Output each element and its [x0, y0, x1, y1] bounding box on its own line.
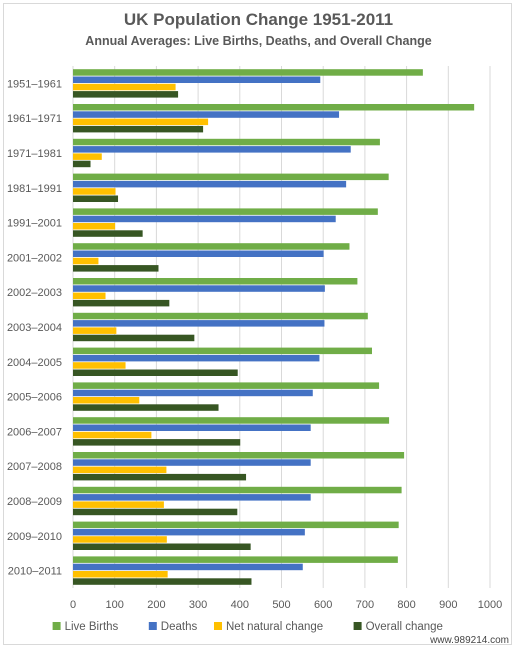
bar: [73, 180, 347, 188]
bar: [73, 250, 324, 257]
x-tick-label: 700: [356, 599, 374, 611]
y-category-label: 2002–2003: [7, 287, 62, 299]
x-tick-label: 1000: [478, 599, 502, 611]
bar: [73, 466, 167, 474]
bar: [73, 223, 116, 230]
bar: [73, 543, 251, 550]
y-category-label: 1951–1961: [7, 78, 62, 90]
bar: [73, 347, 372, 355]
bar: [73, 146, 351, 153]
bar: [73, 320, 325, 327]
y-category-label: 1991–2001: [7, 218, 62, 230]
bar: [73, 508, 238, 516]
bar: [73, 230, 143, 237]
bar: [73, 138, 380, 146]
bar: [73, 160, 91, 168]
bar: [73, 243, 350, 250]
legend-label: Live Births: [65, 621, 119, 633]
y-category-label: 2003–2004: [7, 322, 62, 334]
x-tick-label: 0: [70, 599, 76, 611]
chart-subtitle: Annual Averages: Live Births, Deaths, an…: [85, 34, 432, 48]
bar: [73, 486, 402, 494]
bar: [73, 389, 313, 397]
watermark: www.989214.com: [430, 635, 509, 646]
bar: [73, 536, 167, 543]
x-tick-label: 100: [106, 599, 124, 611]
bar: [73, 265, 159, 272]
bar: [73, 382, 380, 389]
legend-swatch: [148, 622, 157, 630]
x-tick-label: 600: [314, 599, 332, 611]
bar: [73, 153, 102, 160]
legend-label: Net natural change: [226, 621, 323, 633]
legend-label: Deaths: [161, 621, 198, 633]
bar: [73, 292, 106, 300]
bar: [73, 257, 99, 265]
bar: [73, 299, 170, 307]
bar: [73, 397, 140, 404]
chart-title: UK Population Change 1951-2011: [123, 10, 394, 29]
y-category-label: 2006–2007: [7, 426, 62, 438]
legend-swatch: [214, 622, 222, 630]
bar: [73, 501, 164, 508]
bar: [73, 83, 176, 91]
bar: [73, 571, 168, 578]
bar: [73, 118, 209, 126]
bar: [73, 215, 336, 223]
bar: [73, 334, 195, 342]
bar: [73, 424, 311, 431]
legend-swatch: [353, 622, 362, 630]
bar: [73, 578, 252, 585]
bar: [73, 459, 311, 466]
y-category-label: 1981–1991: [7, 183, 62, 195]
bar: [73, 494, 311, 501]
bar: [73, 369, 238, 376]
bar: [73, 125, 204, 133]
x-tick-label: 300: [189, 599, 207, 611]
bar: [73, 521, 399, 529]
y-category-label: 2008–2009: [7, 496, 62, 508]
bar: [73, 91, 179, 98]
y-category-label: 2009–2010: [7, 531, 62, 543]
bar: [73, 111, 340, 118]
bar: [73, 208, 378, 215]
bar: [73, 362, 126, 369]
bar: [73, 104, 475, 111]
legend-swatch: [52, 622, 61, 630]
bar: [73, 278, 358, 285]
bar: [73, 285, 325, 292]
y-category-label: 2004–2005: [7, 357, 62, 369]
bar: [73, 404, 219, 411]
bar: [73, 188, 116, 195]
y-category-label: 2007–2008: [7, 461, 62, 473]
bar: [73, 439, 241, 446]
bar: [73, 354, 320, 362]
bar: [73, 431, 152, 439]
x-tick-label: 200: [147, 599, 165, 611]
y-category-label: 2005–2006: [7, 392, 62, 404]
y-category-label: 2010–2011: [8, 566, 62, 578]
bar: [73, 563, 303, 571]
bar: [73, 417, 390, 424]
y-category-label: 1971–1981: [7, 148, 62, 160]
bar: [73, 327, 117, 334]
bar: [73, 473, 247, 481]
bar: [73, 452, 405, 459]
bar: [73, 556, 398, 563]
y-category-label: 1961–1971: [7, 113, 62, 125]
bar: [73, 528, 305, 536]
x-tick-label: 500: [272, 599, 290, 611]
x-tick-label: 900: [439, 599, 457, 611]
legend-label: Overall change: [366, 621, 443, 633]
bar: [73, 173, 389, 181]
bar: [73, 195, 119, 202]
x-tick-label: 400: [231, 599, 249, 611]
bar: [73, 76, 321, 83]
y-category-label: 2001–2002: [7, 252, 62, 264]
bar: [73, 312, 368, 320]
x-tick-label: 800: [397, 599, 415, 611]
bar: [73, 69, 423, 76]
